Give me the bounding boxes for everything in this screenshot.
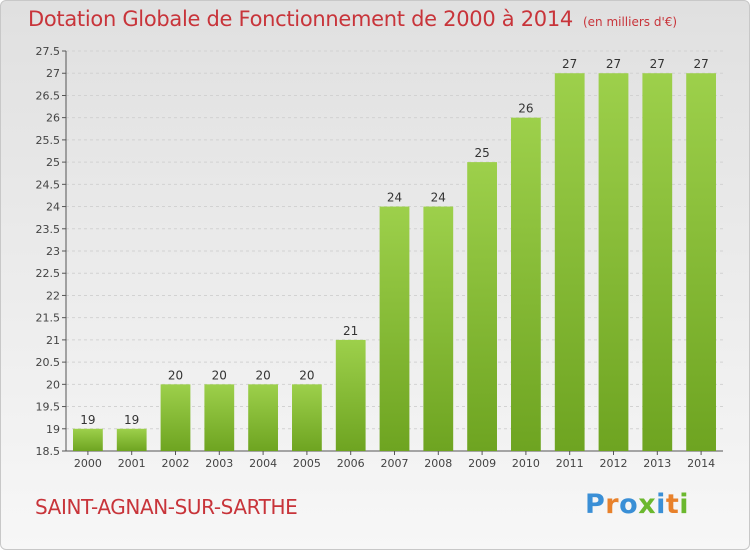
logo-letter: P	[585, 489, 606, 520]
x-tick-label: 2014	[687, 457, 715, 470]
y-tick-label: 25	[46, 156, 60, 169]
x-tick-label: 2006	[337, 457, 365, 470]
bar-2006	[335, 339, 366, 451]
data-label: 27	[606, 57, 621, 71]
y-tick-label: 21	[46, 334, 60, 347]
y-tick-label: 27.5	[36, 45, 61, 58]
x-tick-label: 2002	[162, 457, 190, 470]
y-tick-label: 18.5	[36, 445, 61, 458]
bar-2008	[423, 206, 454, 451]
logo-letter: x	[638, 489, 657, 520]
data-label: 27	[562, 57, 577, 71]
x-tick-label: 2001	[118, 457, 146, 470]
data-label: 21	[343, 324, 358, 338]
y-tick-label: 25.5	[36, 134, 61, 147]
bar-2009	[467, 162, 497, 451]
logo-letter: t	[665, 489, 680, 520]
bar-2010	[511, 117, 541, 452]
bar-2007	[379, 206, 410, 451]
y-tick-label: 27	[46, 67, 60, 80]
x-tick-label: 2011	[556, 457, 584, 470]
x-tick-label: 2005	[293, 457, 321, 470]
y-tick-label: 20.5	[36, 356, 61, 369]
bar-2013	[642, 73, 673, 451]
data-label: 19	[124, 413, 139, 427]
bar-2004	[248, 384, 278, 451]
proxiti-logo: Proxiti	[585, 489, 689, 520]
y-tick-label: 23.5	[36, 223, 61, 236]
data-label: 20	[255, 368, 270, 382]
x-tick-label: 2010	[512, 457, 540, 470]
bar-2003	[204, 384, 235, 451]
bar-2001	[116, 428, 147, 451]
bar-2002	[160, 384, 191, 451]
x-tick-label: 2012	[600, 457, 628, 470]
data-label: 27	[650, 57, 665, 71]
chart-unit: (en milliers d'€)	[582, 15, 678, 29]
bar-2005	[292, 384, 322, 451]
x-tick-label: 2007	[381, 457, 409, 470]
logo-letter: o	[619, 489, 639, 520]
x-tick-label: 2008	[424, 457, 452, 470]
logo-letter: i	[679, 489, 690, 520]
data-label: 27	[693, 57, 708, 71]
chart-title: Dotation Globale de Fonctionnement de 20…	[28, 7, 677, 31]
y-tick-label: 24	[46, 201, 60, 214]
y-tick-label: 20	[46, 378, 60, 391]
y-tick-label: 22	[46, 289, 60, 302]
y-tick-label: 19	[46, 423, 60, 436]
data-label: 26	[518, 102, 533, 116]
data-label: 20	[168, 368, 183, 382]
data-label: 25	[474, 146, 489, 160]
y-tick-label: 26.5	[36, 89, 61, 102]
x-tick-label: 2009	[468, 457, 496, 470]
x-tick-label: 2003	[205, 457, 233, 470]
x-tick-label: 2004	[249, 457, 277, 470]
logo-letter: i	[656, 489, 666, 520]
data-label: 24	[431, 191, 446, 205]
x-tick-label: 2000	[74, 457, 102, 470]
bar-2011	[554, 73, 585, 451]
bar-2014	[686, 73, 716, 451]
y-tick-label: 23	[46, 245, 60, 258]
data-label: 19	[80, 413, 95, 427]
commune-name: SAINT-AGNAN-SUR-SARTHE	[35, 495, 298, 519]
data-label: 24	[387, 191, 402, 205]
logo-letter: r	[605, 489, 620, 520]
x-tick-label: 2013	[643, 457, 671, 470]
bar-2000	[73, 428, 103, 451]
y-tick-label: 24.5	[36, 178, 61, 191]
y-tick-label: 19.5	[36, 401, 61, 414]
chart-title-text: Dotation Globale de Fonctionnement de 20…	[28, 7, 573, 31]
bar-2012	[598, 73, 629, 451]
data-label: 20	[212, 368, 227, 382]
data-label: 20	[299, 368, 314, 382]
y-tick-label: 26	[46, 112, 60, 125]
y-tick-label: 21.5	[36, 312, 61, 325]
y-tick-label: 22.5	[36, 267, 61, 280]
